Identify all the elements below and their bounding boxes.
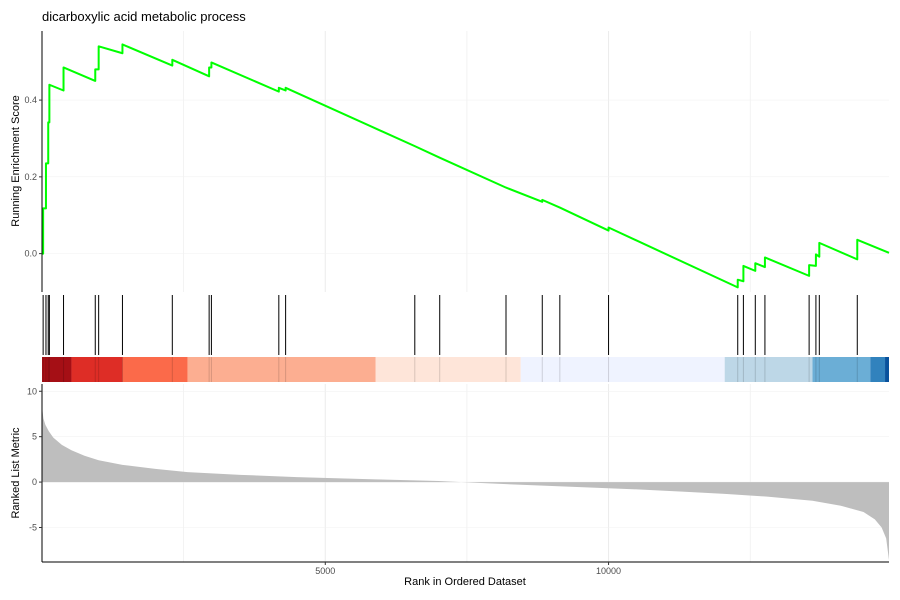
ranked-metric-y-tick-label: 5 xyxy=(32,432,37,442)
color-bar-segment xyxy=(187,357,376,382)
ranked-metric-y-axis-title: Ranked List Metric xyxy=(10,427,22,519)
color-bar-segment xyxy=(812,357,871,382)
color-bar-segment xyxy=(42,357,72,382)
enrichment-y-axis-title: Running Enrichment Score xyxy=(10,95,22,226)
running-enrichment-score-line xyxy=(42,43,890,289)
enrichment-panel xyxy=(42,43,890,289)
enrichment-y-tick-label: 0.4 xyxy=(24,95,37,105)
enrichment-y-tick-label: 0.0 xyxy=(24,249,37,259)
x-tick-label: 10000 xyxy=(596,566,621,576)
x-tick-label: 5000 xyxy=(315,566,335,576)
color-bar-segment xyxy=(375,357,521,382)
ranked-metric-y-tick-label: -5 xyxy=(29,522,37,532)
color-bar-segment xyxy=(71,357,123,382)
hit-markers-panel xyxy=(42,295,858,355)
color-bar-segment xyxy=(870,357,886,382)
ranked-list-metric-area xyxy=(42,406,889,561)
enrichment-y-tick-label: 0.2 xyxy=(24,172,37,182)
axes: 0.0 0.2 0.4 -5 0 5 10 5000 10000 xyxy=(24,31,889,576)
ranked-metric-y-tick-label: 0 xyxy=(32,477,37,487)
ranked-metric-panel xyxy=(42,406,889,561)
rank-color-bar xyxy=(42,357,889,382)
color-bar-segment xyxy=(885,357,889,382)
ranked-metric-y-tick-label: 10 xyxy=(27,386,37,396)
color-bar-segment xyxy=(122,357,188,382)
x-axis-title: Rank in Ordered Dataset xyxy=(404,576,526,588)
color-bar-segment xyxy=(724,357,813,382)
chart-title: dicarboxylic acid metabolic process xyxy=(42,9,246,24)
color-bar-segment xyxy=(520,357,725,382)
